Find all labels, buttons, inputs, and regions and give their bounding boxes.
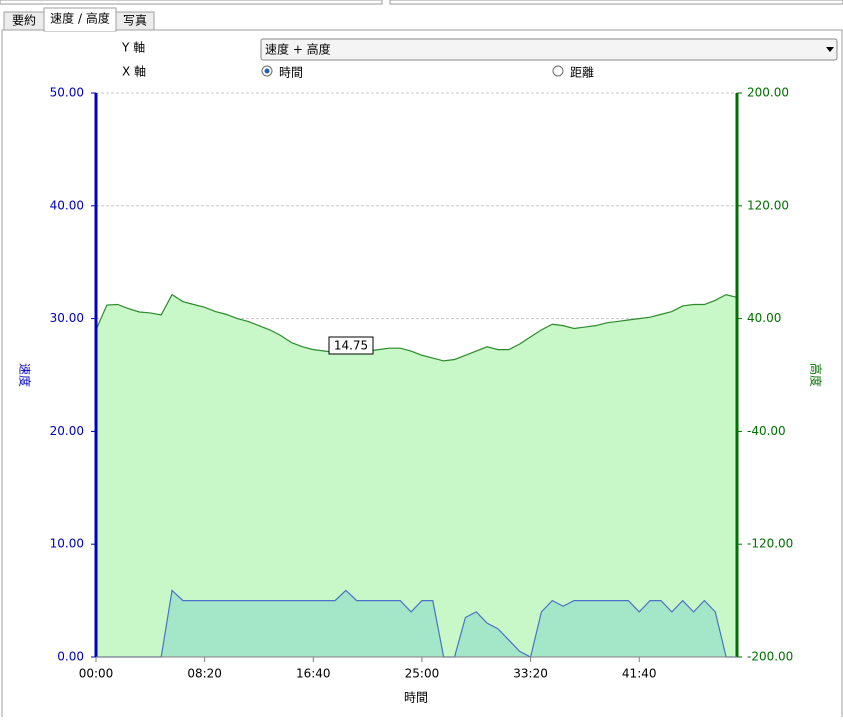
tab-label[interactable]: 写真 — [123, 14, 147, 28]
x-axis-title: 時間 — [404, 691, 428, 705]
x-tick-label: 00:00 — [79, 667, 114, 681]
radio-dot — [264, 68, 270, 74]
dropdown-arrow — [826, 47, 834, 52]
area-line — [95, 293, 738, 362]
y-axis-title: 速度 — [18, 363, 33, 387]
chart: 0.00 10.00 20.00 30.00 40.00 50.00 -200.00 -120… — [18, 86, 824, 705]
radio-label[interactable]: 距離 — [570, 66, 594, 80]
tooltip-text: 14.75 — [334, 339, 368, 353]
tooltip-box — [328, 336, 374, 355]
y2-tick-label: -120.00 — [747, 537, 793, 551]
top-field — [389, 0, 843, 5]
y2-tick-label: 200.00 — [747, 86, 789, 100]
tab-label[interactable]: 要約 — [12, 13, 36, 28]
y-tick-label: 40.00 — [50, 198, 84, 212]
y-tick-label: 30.00 — [50, 311, 84, 325]
y-tick-label: 50.00 — [50, 86, 84, 100]
y2-tick-label: -200.00 — [747, 650, 793, 664]
x-tick-label: 25:00 — [405, 667, 440, 681]
y-select-value[interactable]: 速度 + 高度 — [265, 42, 331, 57]
y-tick-label: 0.00 — [57, 650, 84, 664]
area-line — [96, 589, 737, 658]
x-tick-label: 33:20 — [513, 667, 548, 681]
y2-tick-label: -40.00 — [747, 424, 786, 438]
area-fill — [96, 294, 737, 657]
radio[interactable] — [552, 65, 564, 77]
y-tick-label: 20.00 — [50, 424, 84, 438]
x-tick-label: 08:20 — [187, 667, 222, 681]
y2-tick-label: 40.00 — [747, 311, 781, 325]
y-axis-option-label: Y 軸 — [121, 41, 145, 55]
x-tick-label: 41:40 — [622, 667, 657, 681]
y-select[interactable] — [260, 38, 838, 61]
x-axis-option-label: X 軸 — [122, 65, 146, 79]
radio-label[interactable]: 時間 — [279, 66, 303, 80]
area-fill — [96, 590, 737, 657]
y2-tick-label: 120.00 — [747, 198, 789, 212]
tab-label[interactable]: 速度 / 高度 — [50, 11, 110, 26]
top-field — [0, 0, 383, 5]
x-tick-label: 16:40 — [296, 667, 331, 681]
y2-axis-title: 高度 — [809, 363, 824, 387]
y-tick-label: 10.00 — [50, 537, 84, 551]
